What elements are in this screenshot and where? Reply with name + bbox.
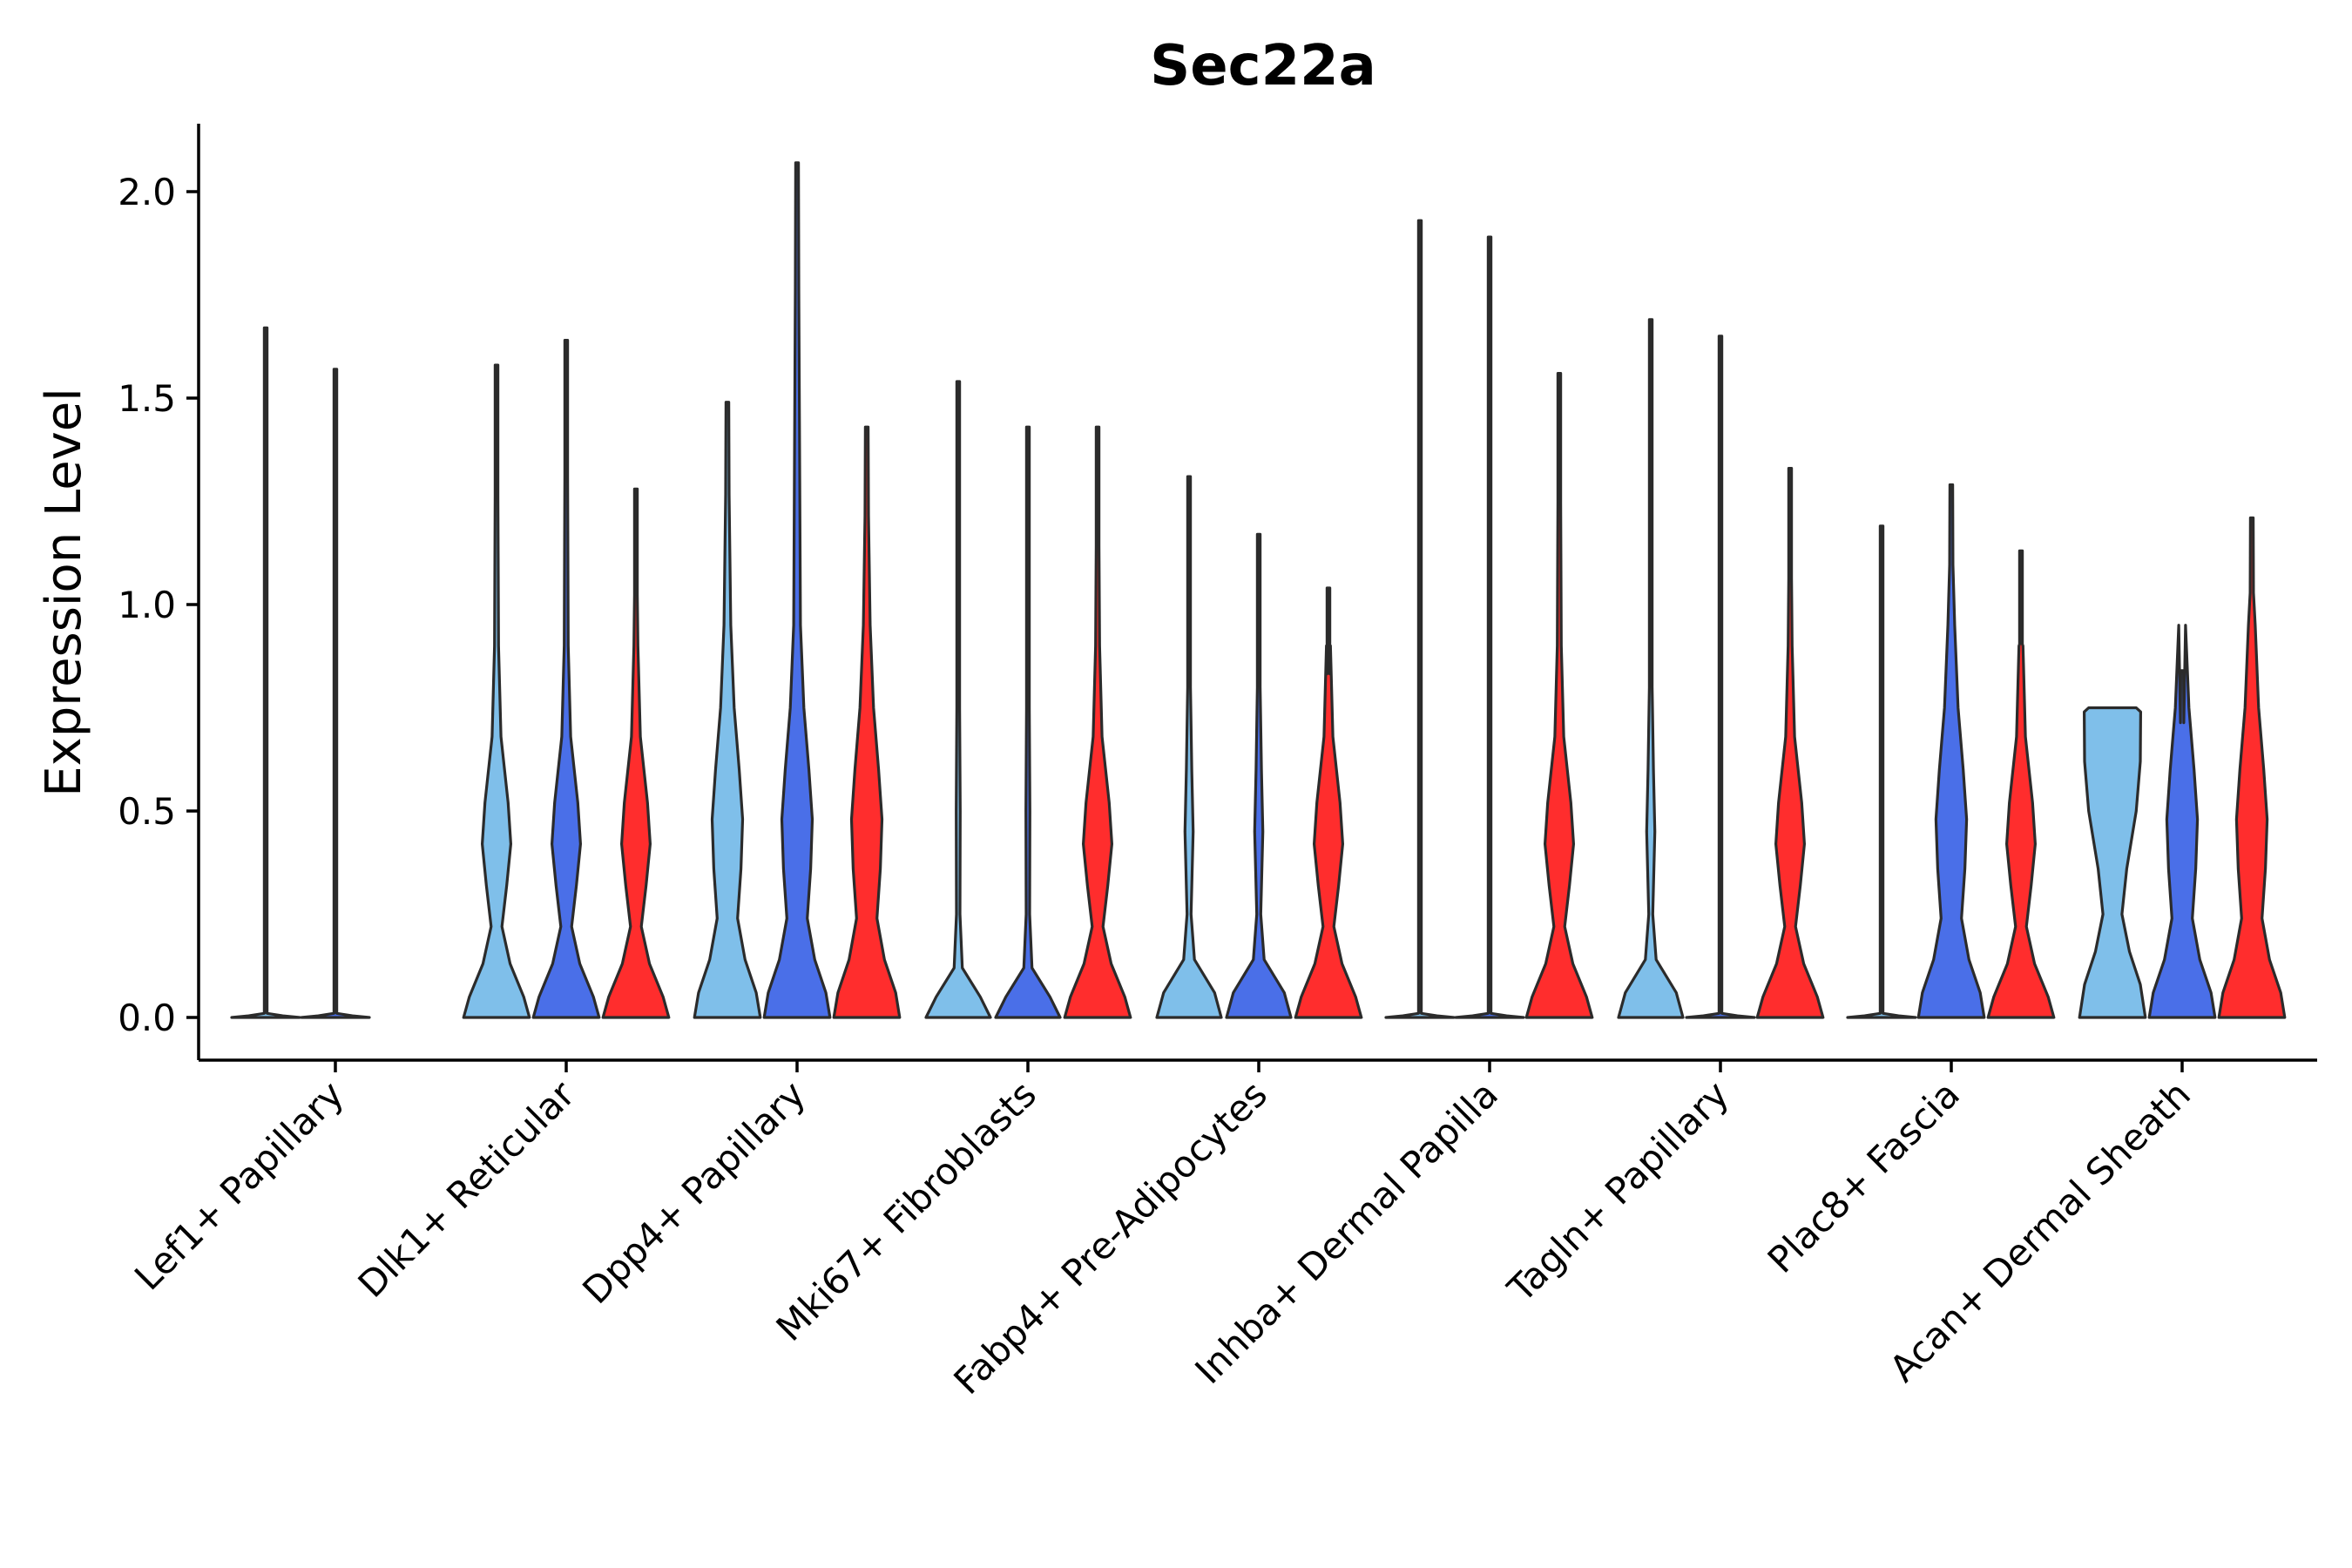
y-tick-label: 0.0 (118, 997, 176, 1039)
violin-tagln-papillary-condition-3 (1755, 467, 1825, 1019)
violin-dpp4-papillary-condition-2 (762, 161, 832, 1019)
violin-dlk1-reticular-condition-1 (462, 363, 531, 1019)
y-axis-label: Expression Level (36, 388, 92, 797)
violin-dpp4-papillary-condition-3 (832, 425, 902, 1019)
violin-dpp4-papillary-condition-1 (693, 401, 762, 1019)
x-tick-label-plac8-fascia: Plac8+ Fascia (1760, 1072, 1968, 1281)
violin-fabp4-pre-adipocytes-condition-1 (1155, 475, 1223, 1019)
y-tick-label: 0.5 (118, 790, 176, 833)
violin-lef1-papillary-condition-2 (300, 368, 371, 1019)
violin-acan-dermal-sheath-condition-2 (2147, 624, 2217, 1019)
y-tick-label: 2.0 (118, 171, 176, 213)
violin-fabp4-pre-adipocytes-condition-2 (1225, 532, 1293, 1019)
y-tick-label: 1.0 (118, 584, 176, 626)
x-tick-label-mki67-fibroblasts: Mki67+ Fibroblasts (768, 1072, 1044, 1348)
violin-mki67-fibroblasts-condition-3 (1063, 425, 1132, 1019)
violin-acan-dermal-sheath-condition-1 (2078, 706, 2147, 1019)
violin-inhba-dermal-papilla-condition-3 (1524, 372, 1594, 1019)
violin-tagln-papillary-condition-1 (1617, 318, 1685, 1019)
violins-layer (230, 161, 2287, 1019)
violin-mki67-fibroblasts-condition-1 (924, 380, 992, 1019)
violin-inhba-dermal-papilla-condition-1 (1384, 219, 1456, 1019)
x-tick-label-lef1-papillary: Lef1+ Papillary (126, 1072, 352, 1298)
violin-dlk1-reticular-condition-3 (601, 487, 671, 1019)
x-tick-label-tagln-papillary: Tagln+ Papillary (1499, 1072, 1737, 1310)
violin-plac8-fascia-condition-3 (1986, 549, 2056, 1019)
violin-inhba-dermal-papilla-condition-2 (1454, 235, 1525, 1019)
violin-acan-dermal-sheath-condition-3 (2217, 516, 2287, 1019)
x-tick-label-dlk1-reticular: Dlk1+ Reticular (350, 1072, 584, 1306)
y-tick-label: 1.5 (118, 377, 176, 420)
violin-plac8-fascia-condition-2 (1916, 483, 1986, 1019)
chart-title: Sec22a (1150, 34, 1376, 98)
violin-plac8-fascia-condition-1 (1846, 524, 1917, 1019)
x-tick-label-dpp4-papillary: Dpp4+ Papillary (574, 1072, 814, 1312)
violin-dlk1-reticular-condition-2 (531, 339, 601, 1019)
violin-mki67-fibroblasts-condition-2 (994, 425, 1062, 1019)
violin-fabp4-pre-adipocytes-condition-3 (1294, 586, 1363, 1019)
violin-lef1-papillary-condition-1 (230, 326, 301, 1019)
violin-tagln-papillary-condition-2 (1685, 335, 1756, 1019)
